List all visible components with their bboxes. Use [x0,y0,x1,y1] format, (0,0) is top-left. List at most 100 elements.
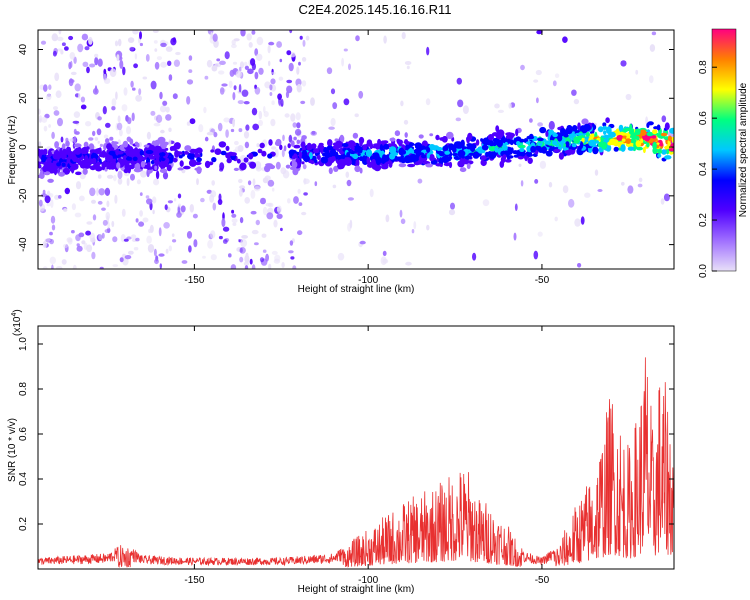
ridge-mark [371,165,380,170]
noise-mark [262,177,269,184]
ridge-mark [373,143,381,147]
noise-mark [74,212,82,218]
noise-mark [221,218,226,228]
noise-mark [281,149,285,158]
noise-mark [246,33,252,41]
ridge-mark [646,131,654,137]
noise-mark [84,46,90,51]
noise-mark [256,36,264,46]
ridge-mark [196,166,202,174]
ridge-mark [573,136,580,144]
noise-mark [548,181,553,188]
noise-mark [343,48,348,52]
noise-mark [55,90,62,98]
noise-mark [263,106,266,113]
noise-mark [661,115,667,123]
noise-mark [177,203,182,208]
ridge-mark [558,152,565,160]
noise-mark [188,69,193,73]
noise-mark [116,122,123,131]
ridge-mark [140,160,146,168]
ridge-mark [464,155,471,159]
noise-mark [111,220,115,228]
ridge-mark [466,163,471,170]
noise-mark [234,140,239,146]
ridge-mark [107,162,113,170]
ridge-mark [553,148,561,153]
ridge-mark [499,160,505,168]
noise-mark [42,189,46,195]
ridge-mark [274,140,282,147]
ridge-mark [467,132,473,141]
noise-mark [97,58,103,67]
noise-mark [400,100,404,107]
ridge-mark [475,139,480,146]
ridge-mark [383,162,389,169]
noise-mark [405,261,412,266]
ridge-mark [652,129,658,135]
noise-mark [123,87,128,96]
noise-mark [216,58,221,62]
noise-mark [573,98,580,105]
ridge-mark [452,152,458,157]
x-tick-label: -150 [184,575,204,586]
noise-mark [127,37,135,43]
noise-mark [341,57,344,67]
noise-mark [577,263,582,268]
noise-mark [117,38,122,47]
noise-mark [154,48,158,52]
ridge-mark [220,142,225,147]
ridge-mark [667,135,673,142]
ridge-mark [130,160,137,165]
noise-mark [175,51,181,56]
noise-mark [266,212,274,220]
noise-mark [660,198,665,205]
noise-mark [92,88,99,95]
ridge-mark [289,166,295,170]
noise-mark [222,226,230,232]
noise-mark [109,136,114,141]
noise-mark [230,264,237,269]
ridge-mark [154,165,158,171]
colorbar-tick-label: 0.0 [698,264,709,278]
noise-mark [354,113,359,118]
ridge-mark [73,147,82,155]
noise-mark [358,90,364,99]
noise-mark [63,243,68,249]
ridge-mark [505,159,512,163]
ridge-mark [91,157,97,164]
noise-mark [548,120,555,130]
noise-mark [267,45,271,54]
noise-mark [39,118,42,123]
ridge-mark [214,148,222,155]
noise-mark [287,198,291,204]
noise-mark [69,52,76,60]
noise-mark [303,192,308,196]
ridge-mark [383,143,390,150]
noise-mark [211,65,218,72]
noise-mark [597,189,603,192]
ridge-mark [625,138,632,145]
ridge-mark [515,128,519,137]
ridge-mark [414,142,422,149]
ridge-mark [389,137,396,142]
noise-mark [401,31,406,40]
noise-mark [138,221,145,227]
noise-mark [99,143,103,147]
noise-mark [278,76,284,81]
noise-mark [96,187,99,196]
ridge-mark [583,123,591,132]
noise-mark [625,93,632,101]
noise-mark [117,115,121,123]
ridge-mark [176,151,184,155]
noise-mark [240,239,248,248]
noise-mark [536,97,539,104]
noise-mark [426,46,430,56]
ridge-mark [225,145,230,151]
noise-mark [239,256,244,263]
ridge-mark [569,150,575,155]
noise-mark [228,80,233,89]
ridge-mark [292,168,299,176]
multiplier-exponent: 4 [11,313,18,317]
ridge-mark [298,151,303,159]
